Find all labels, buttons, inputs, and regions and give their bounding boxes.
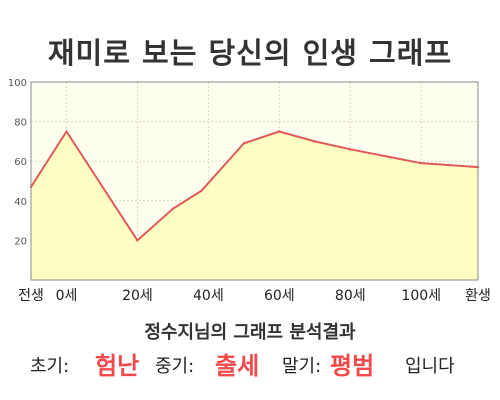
data-point <box>278 130 281 133</box>
data-point <box>136 239 139 242</box>
y-tick-label: 60 <box>14 157 27 168</box>
data-point <box>349 148 352 151</box>
data-point <box>313 140 317 143</box>
chart-title: 재미로 보는 당신의 인생 그래프 <box>47 36 453 70</box>
data-point <box>420 161 423 165</box>
x-tick-label: 40세 <box>193 288 224 304</box>
late-value: 평범 <box>330 352 375 380</box>
early-label: 초기: <box>30 356 70 377</box>
data-point <box>200 189 203 193</box>
middle-label: 중기: <box>155 356 195 377</box>
x-tick-label: 60세 <box>264 288 295 304</box>
life-graph-chart: 100 80 60 40 20 전생 0세 20세 40세 60세 80세 100세 환생 <box>8 78 491 304</box>
x-tick-label: 환생 <box>465 288 491 304</box>
data-point <box>242 142 246 145</box>
middle-value: 출세 <box>215 352 260 380</box>
area-fill <box>31 131 478 280</box>
x-tick-label: 100세 <box>401 288 441 304</box>
result-heading: 정수지님의 그래프 분석결과 <box>144 322 356 343</box>
x-tick-label: 전생 <box>18 288 44 304</box>
x-tick-label: 20세 <box>122 288 153 304</box>
y-tick-label: 20 <box>14 236 27 247</box>
y-tick-label: 40 <box>14 197 27 208</box>
plot-frame <box>30 81 479 281</box>
ending-text: 입니다 <box>405 356 455 377</box>
x-tick-label: 0세 <box>56 288 78 304</box>
y-tick-label: 100 <box>8 78 27 89</box>
data-point <box>171 207 175 210</box>
early-value: 험난 <box>95 352 140 380</box>
x-tick-label: 80세 <box>335 288 366 304</box>
data-point <box>65 130 68 133</box>
y-tick-label: 80 <box>14 118 27 129</box>
late-label: 말기: <box>282 356 322 377</box>
